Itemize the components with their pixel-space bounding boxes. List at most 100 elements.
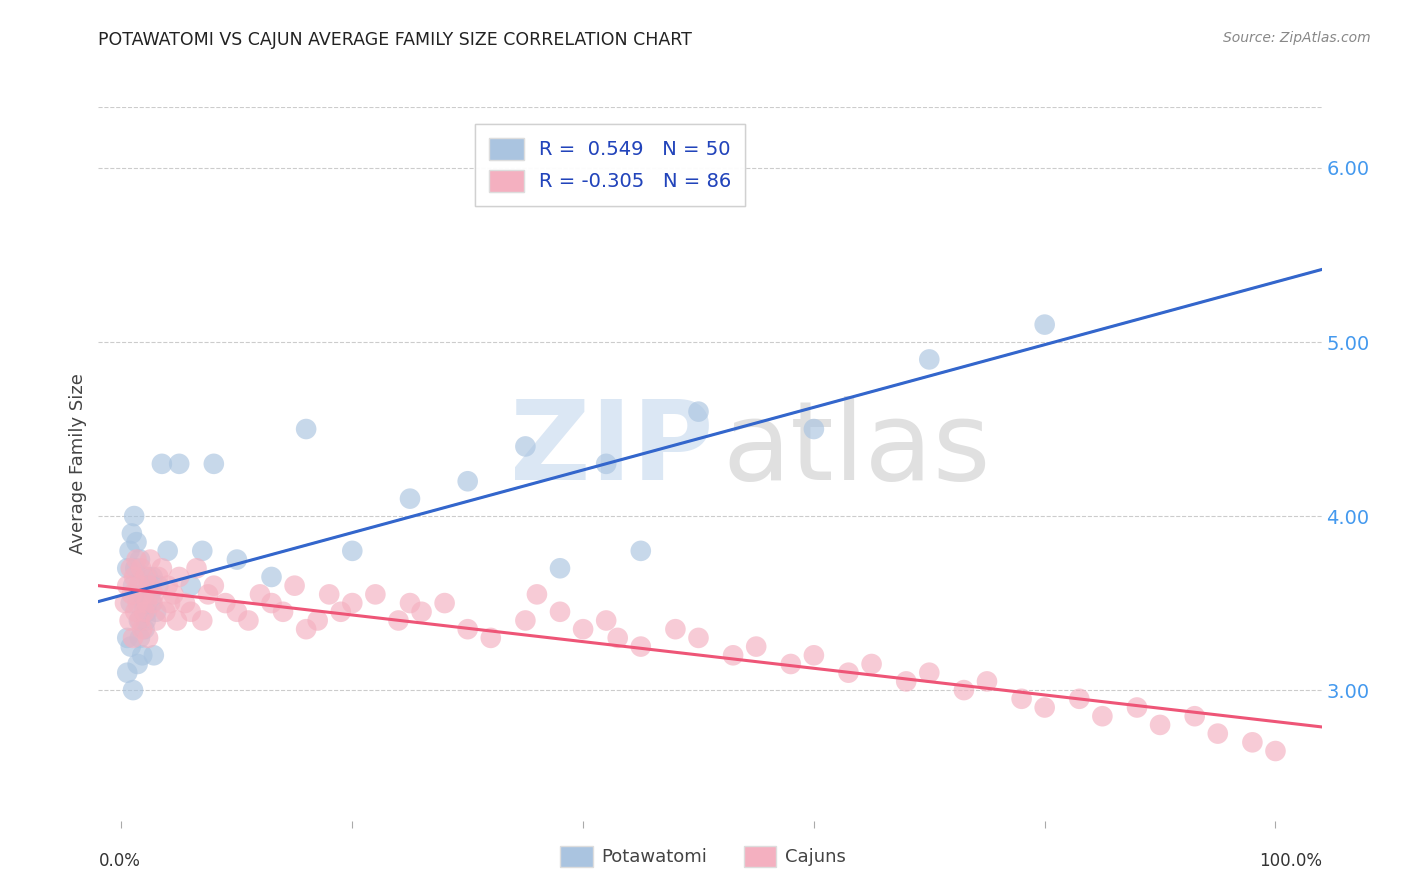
Point xyxy=(329,605,352,619)
Point xyxy=(117,631,139,645)
Point xyxy=(606,631,628,645)
Point xyxy=(122,570,145,584)
Point xyxy=(118,544,141,558)
Point xyxy=(284,579,307,593)
Point xyxy=(142,570,165,584)
Point xyxy=(135,570,157,584)
Point xyxy=(364,587,387,601)
Point xyxy=(142,596,165,610)
Point xyxy=(387,614,409,628)
Point xyxy=(745,640,768,654)
Point xyxy=(918,352,941,367)
Point xyxy=(134,587,156,601)
Point xyxy=(526,587,548,601)
Point xyxy=(1091,709,1114,723)
Point xyxy=(249,587,271,601)
Point xyxy=(136,631,159,645)
Point xyxy=(238,614,260,628)
Point xyxy=(138,579,160,593)
Legend: Potawatomi, Cajuns: Potawatomi, Cajuns xyxy=(553,838,853,874)
Point xyxy=(595,457,617,471)
Point xyxy=(114,596,136,610)
Point xyxy=(295,422,318,436)
Point xyxy=(134,605,156,619)
Point xyxy=(1149,718,1171,732)
Point xyxy=(1206,726,1229,740)
Point xyxy=(132,587,155,601)
Point xyxy=(121,587,143,601)
Point xyxy=(860,657,883,671)
Point xyxy=(129,631,152,645)
Point xyxy=(139,552,162,566)
Point xyxy=(202,457,225,471)
Point xyxy=(122,509,145,524)
Point xyxy=(135,605,157,619)
Point xyxy=(803,648,825,663)
Point xyxy=(779,657,801,671)
Point xyxy=(131,648,153,663)
Point xyxy=(174,596,197,610)
Point xyxy=(548,561,571,575)
Point xyxy=(1011,691,1033,706)
Legend: R =  0.549   N = 50, R = -0.305   N = 86: R = 0.549 N = 50, R = -0.305 N = 86 xyxy=(475,124,745,206)
Point xyxy=(399,491,422,506)
Point xyxy=(197,587,219,601)
Point xyxy=(186,561,208,575)
Point xyxy=(139,587,162,601)
Point xyxy=(479,631,502,645)
Point xyxy=(131,622,153,636)
Point xyxy=(191,544,214,558)
Point xyxy=(630,544,652,558)
Point xyxy=(127,657,149,671)
Point xyxy=(167,457,190,471)
Point xyxy=(145,605,167,619)
Point xyxy=(166,614,188,628)
Point xyxy=(918,665,941,680)
Point xyxy=(307,614,329,628)
Point xyxy=(128,579,150,593)
Point xyxy=(117,579,139,593)
Point xyxy=(167,570,190,584)
Point xyxy=(837,665,859,680)
Point xyxy=(433,596,456,610)
Point xyxy=(260,570,283,584)
Point xyxy=(214,596,236,610)
Point xyxy=(156,579,179,593)
Point xyxy=(896,674,918,689)
Point xyxy=(225,552,247,566)
Point xyxy=(120,561,142,575)
Text: Source: ZipAtlas.com: Source: ZipAtlas.com xyxy=(1223,31,1371,45)
Point xyxy=(1069,691,1091,706)
Point xyxy=(399,596,422,610)
Point xyxy=(132,596,155,610)
Point xyxy=(125,552,148,566)
Point xyxy=(953,683,976,698)
Point xyxy=(135,614,157,628)
Text: atlas: atlas xyxy=(723,396,991,503)
Point xyxy=(125,535,148,549)
Point xyxy=(148,570,170,584)
Point xyxy=(162,587,184,601)
Point xyxy=(118,614,141,628)
Point xyxy=(145,614,167,628)
Point xyxy=(122,579,145,593)
Point xyxy=(129,561,152,575)
Text: 100.0%: 100.0% xyxy=(1258,852,1322,870)
Point xyxy=(117,665,139,680)
Point xyxy=(150,457,173,471)
Point xyxy=(159,596,181,610)
Point xyxy=(155,605,177,619)
Point xyxy=(138,579,160,593)
Point xyxy=(548,605,571,619)
Point xyxy=(141,596,163,610)
Point xyxy=(595,614,617,628)
Point xyxy=(124,561,146,575)
Text: ZIP: ZIP xyxy=(510,396,714,503)
Point xyxy=(180,605,202,619)
Point xyxy=(721,648,744,663)
Point xyxy=(148,579,170,593)
Point xyxy=(121,526,143,541)
Point xyxy=(120,640,142,654)
Point xyxy=(457,475,479,489)
Point xyxy=(225,605,247,619)
